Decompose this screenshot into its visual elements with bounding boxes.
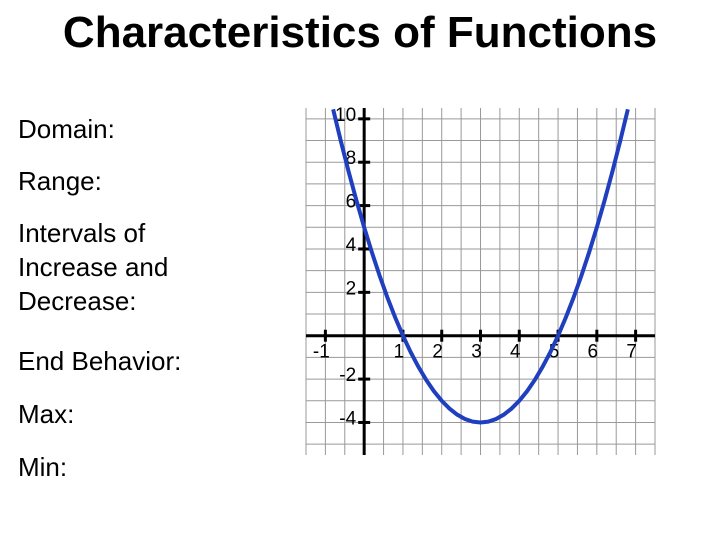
x-tick-label: 6 (588, 342, 599, 363)
prompt: Max: (18, 399, 75, 429)
y-tick-label: -2 (339, 365, 356, 386)
prompt: Min: (18, 452, 68, 482)
curve (331, 108, 630, 425)
x-tick-label: 2 (432, 342, 443, 363)
y-tick-label: 2 (346, 278, 357, 299)
prompt: End Behavior: (18, 346, 182, 376)
y-tick-label: 10 (335, 105, 356, 126)
y-tick-label: 4 (346, 235, 357, 256)
x-tick-label: 5 (549, 342, 560, 363)
x-tick-label: 4 (510, 342, 521, 363)
slide-title: Characteristics of Functions (62, 8, 658, 57)
x-tick-label: 1 (394, 342, 405, 363)
x-tick-label: 7 (626, 342, 637, 363)
prompt: Range: (18, 166, 102, 196)
y-tick-label: 6 (346, 192, 357, 213)
y-tick-label: -4 (339, 408, 356, 429)
prompt: Intervals of Increase and Decrease: (18, 218, 169, 316)
prompt: Domain: (18, 114, 115, 144)
y-tick-label: 8 (346, 148, 357, 169)
x-tick-label: -1 (313, 342, 330, 363)
x-tick-label: 3 (471, 342, 482, 363)
